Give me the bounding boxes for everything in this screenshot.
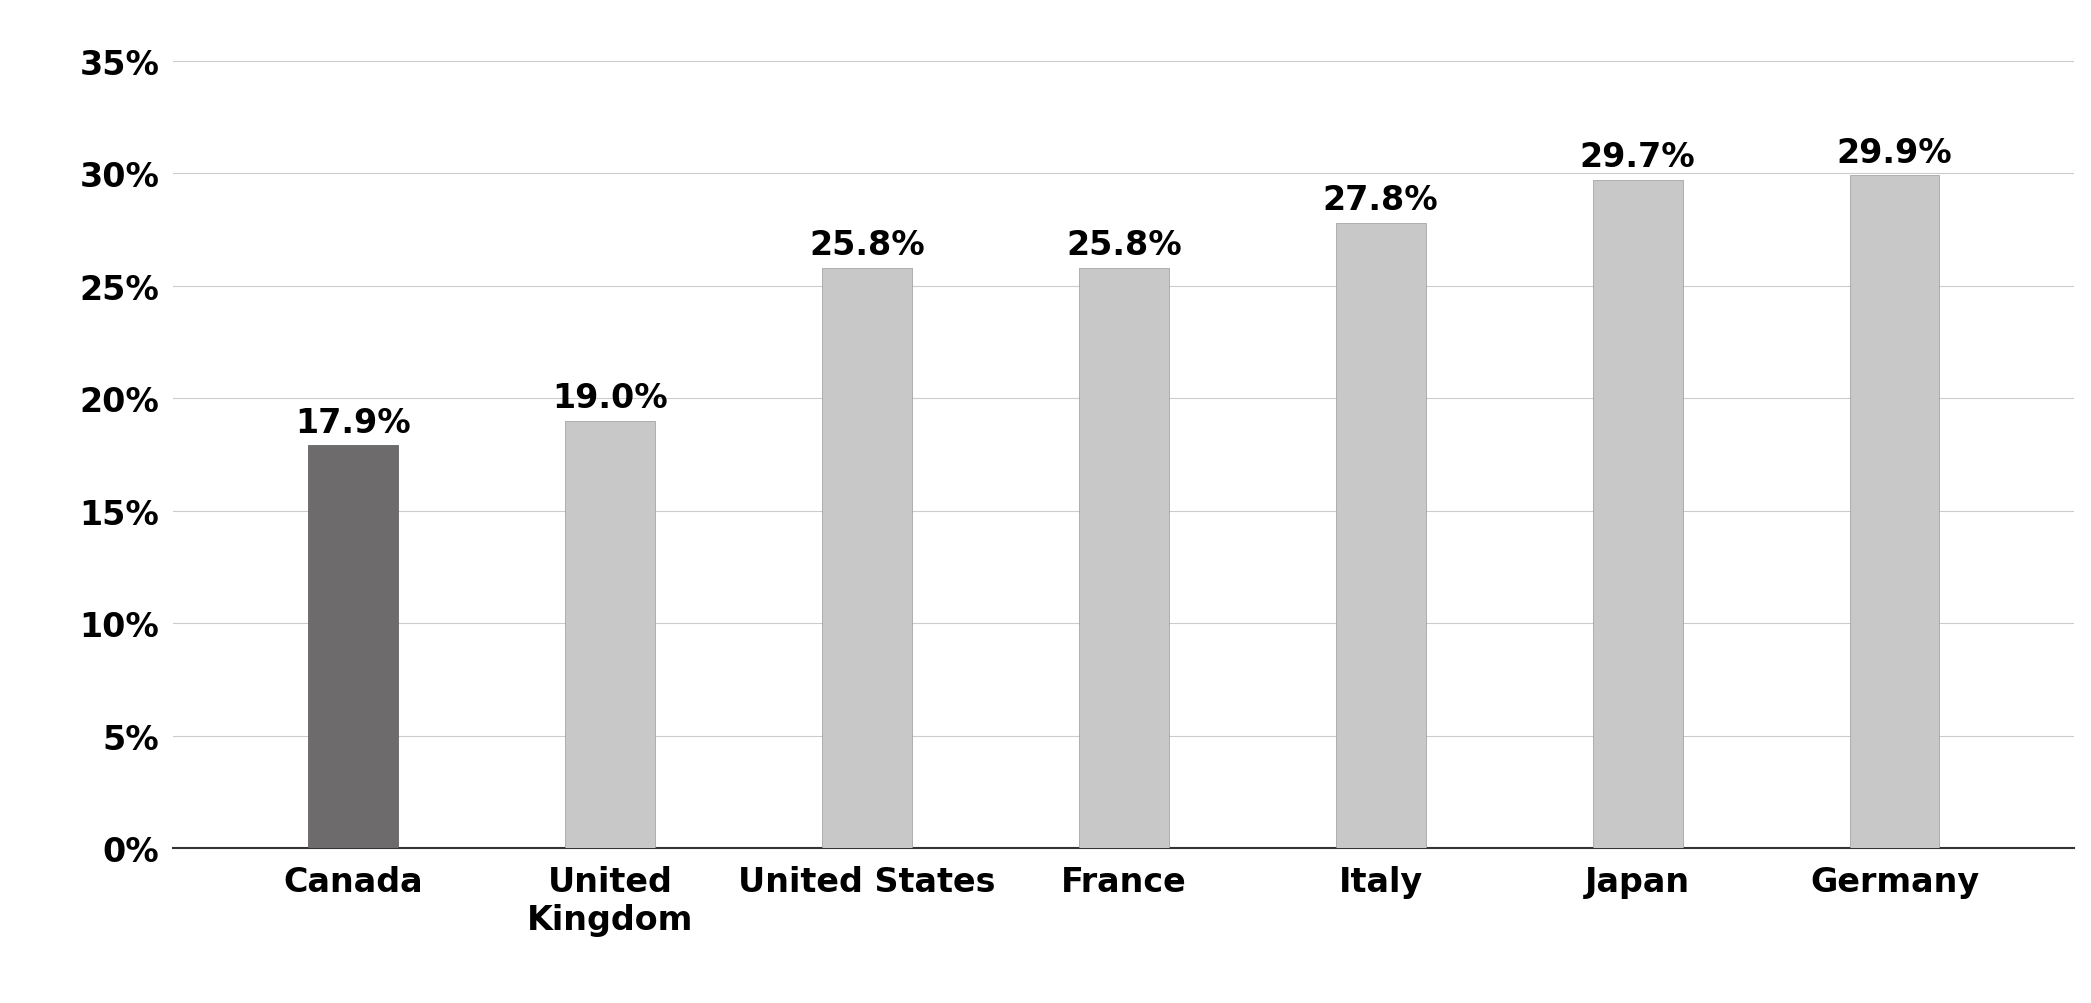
Bar (565, 421, 654, 849)
Text: 27.8%: 27.8% (1324, 184, 1439, 217)
Text: 29.9%: 29.9% (1836, 136, 1953, 170)
Bar (307, 446, 397, 849)
Text: 19.0%: 19.0% (552, 381, 667, 414)
Text: 25.8%: 25.8% (809, 229, 924, 262)
Bar (1593, 181, 1683, 849)
Text: 29.7%: 29.7% (1581, 141, 1696, 174)
Bar (1851, 177, 1940, 849)
Bar (1336, 224, 1426, 849)
Text: 25.8%: 25.8% (1066, 229, 1181, 262)
Text: 17.9%: 17.9% (295, 406, 410, 439)
Bar (822, 269, 912, 849)
Bar (1079, 269, 1169, 849)
